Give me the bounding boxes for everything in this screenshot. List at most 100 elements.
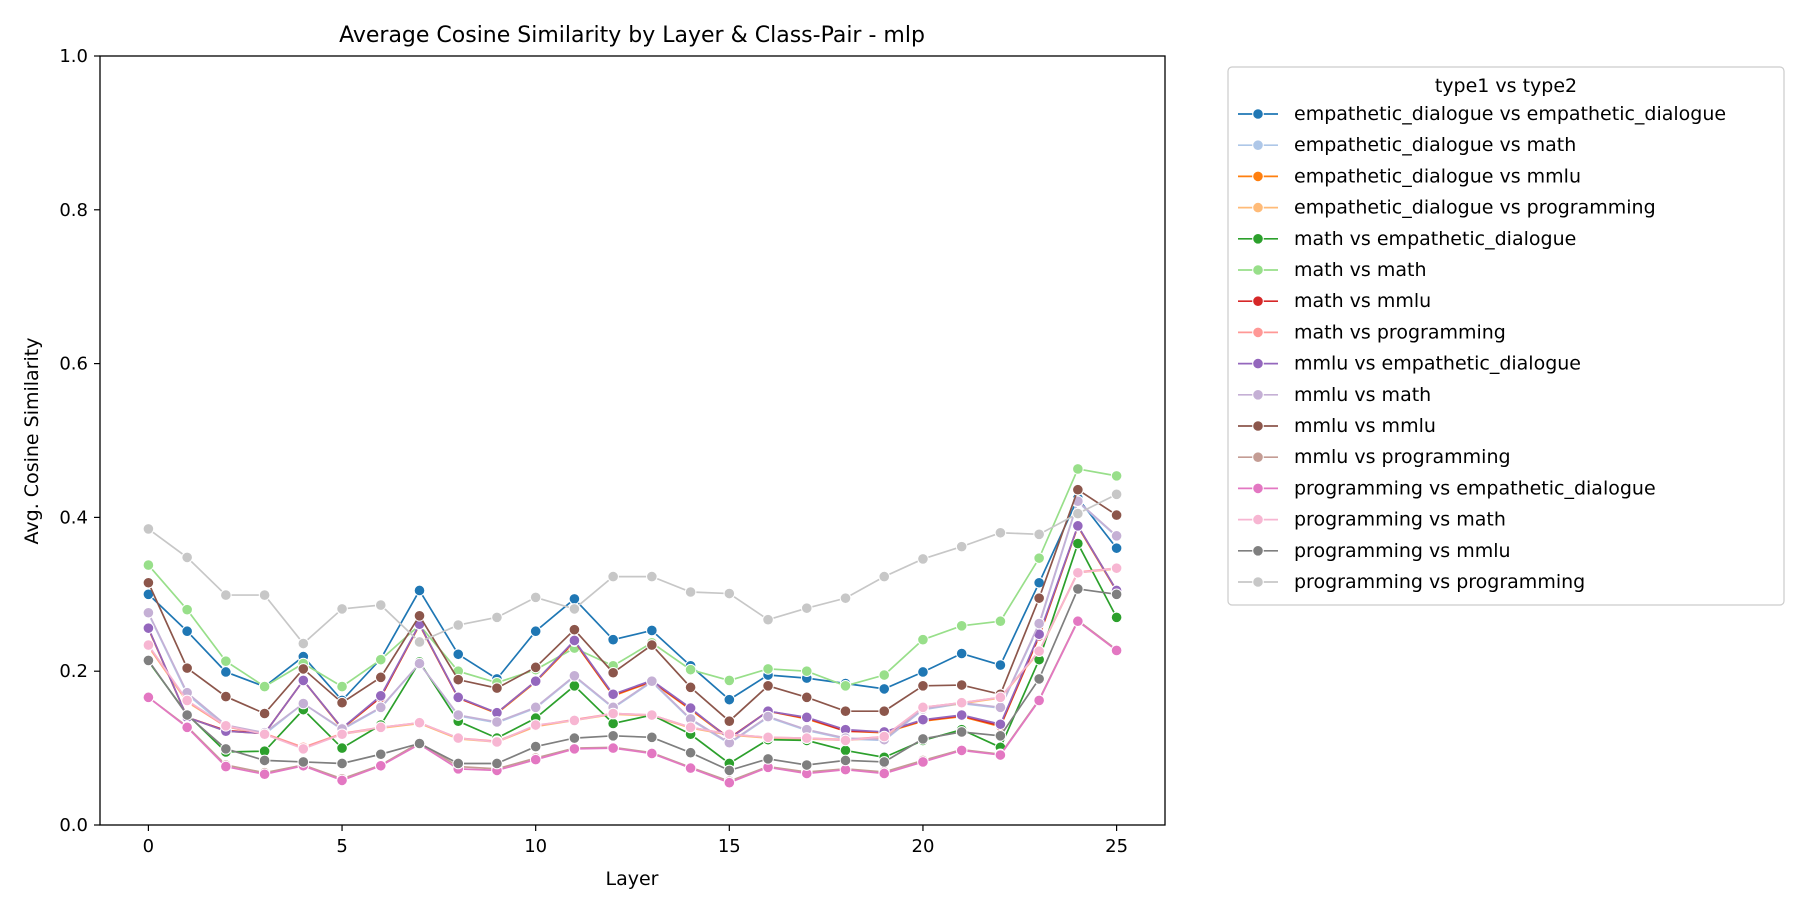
data-point [684, 721, 697, 734]
data-point [646, 639, 658, 651]
data-point [762, 680, 774, 692]
data-point [181, 721, 193, 734]
data-point [762, 663, 774, 675]
data-point [646, 570, 658, 583]
data-point [374, 759, 387, 772]
data-point [336, 742, 348, 754]
data-point [762, 753, 774, 765]
series-line [147, 467, 1117, 688]
x-tick-label: 10 [524, 836, 547, 857]
legend-label: programming vs programming [1294, 571, 1585, 593]
data-point [917, 756, 929, 768]
data-point [1110, 542, 1123, 554]
legend-marker [1252, 482, 1264, 495]
data-point [1110, 588, 1123, 601]
data-point [568, 623, 581, 636]
data-point [1033, 694, 1045, 707]
data-point [1072, 537, 1084, 550]
data-point [181, 551, 193, 564]
data-point [529, 753, 542, 766]
legend-marker [1252, 201, 1264, 214]
x-axis: 0 5 10 15 20 25 [143, 825, 1128, 857]
y-axis-label: Avg. Cosine Similarity [21, 338, 43, 545]
legend-marker [1252, 295, 1264, 308]
data-point [1072, 483, 1084, 496]
data-point [839, 754, 852, 767]
series-13 [142, 562, 1123, 755]
data-point [258, 680, 271, 693]
data-point [955, 709, 968, 721]
data-point [142, 606, 155, 619]
legend-item: math vs math [1238, 259, 1427, 281]
series-10 [142, 483, 1123, 727]
data-point [374, 599, 387, 611]
legend-label: mmlu vs math [1294, 384, 1431, 406]
data-point [374, 701, 387, 714]
data-point [568, 603, 581, 615]
data-point [413, 636, 426, 648]
data-point [762, 731, 774, 744]
data-point [917, 553, 929, 565]
data-point [723, 587, 736, 600]
data-point [142, 654, 155, 667]
chart-title: Average Cosine Similarity by Layer & Cla… [339, 23, 925, 48]
y-tick-label: 0.8 [59, 200, 88, 221]
data-point [413, 610, 426, 622]
data-point [452, 691, 465, 704]
legend-label: empathetic_dialogue vs programming [1294, 197, 1656, 219]
data-point [878, 705, 891, 717]
data-point [955, 679, 968, 691]
legend-label: mmlu vs mmlu [1294, 415, 1436, 437]
data-point [452, 648, 465, 661]
data-point [1110, 562, 1123, 574]
legend: type1 vs type2 empathetic_dialogue vs em… [1227, 66, 1785, 606]
legend-item: empathetic_dialogue vs math [1238, 134, 1576, 156]
data-point [800, 759, 813, 771]
data-point [1072, 583, 1084, 595]
data-point [529, 740, 542, 753]
data-point [723, 693, 736, 706]
data-point [142, 559, 155, 571]
data-point [607, 717, 619, 730]
data-point [568, 680, 581, 692]
data-point [529, 625, 542, 638]
data-point [374, 690, 387, 702]
data-point [568, 593, 581, 605]
data-point [336, 603, 348, 615]
data-point [258, 589, 271, 601]
data-point [800, 602, 813, 614]
data-point [1072, 615, 1084, 628]
data-point [1033, 645, 1045, 658]
data-point [568, 732, 581, 744]
series-line [147, 619, 1118, 784]
data-point [1033, 592, 1045, 604]
data-point [994, 749, 1007, 761]
data-point [955, 620, 968, 632]
data-point [607, 742, 619, 754]
legend-item: math vs mmlu [1238, 290, 1431, 312]
series-line [147, 523, 1118, 740]
data-point [839, 705, 852, 717]
data-point [452, 709, 465, 721]
legend-marker [1252, 264, 1264, 276]
legend-label: empathetic_dialogue vs math [1294, 134, 1576, 156]
data-point [491, 757, 503, 770]
legend-label: math vs programming [1294, 321, 1506, 343]
data-point [955, 647, 968, 660]
data-point [684, 702, 697, 714]
data-point [800, 691, 813, 704]
y-tick-label: 1.0 [59, 46, 88, 67]
data-point [181, 709, 193, 721]
legend-item: mmlu vs programming [1238, 446, 1511, 468]
legend-item: math vs programming [1238, 321, 1506, 343]
data-point [336, 728, 348, 741]
data-point [142, 523, 155, 535]
y-axis: 0.0 0.2 0.4 0.6 0.8 1.0 [59, 46, 100, 836]
data-point [413, 716, 426, 729]
data-point [1072, 566, 1084, 579]
data-point [646, 731, 658, 744]
data-point [994, 615, 1007, 628]
data-point [723, 776, 736, 789]
data-point [684, 586, 697, 598]
